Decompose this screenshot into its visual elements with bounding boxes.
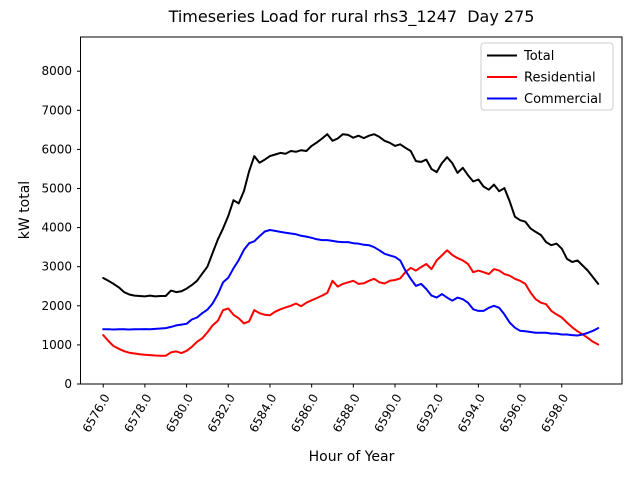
x-tick-label: 6580.0: [163, 392, 196, 435]
y-tick-label: 6000: [41, 142, 72, 156]
y-tick-label: 5000: [41, 182, 72, 196]
series-line-residential: [102, 249, 600, 357]
legend-label-commercial: Commercial: [524, 92, 602, 107]
y-tick-label: 1000: [41, 338, 72, 352]
x-tick-label: 6590.0: [371, 392, 404, 435]
x-tick-label: 6598.0: [538, 392, 571, 435]
y-tick-label: 2000: [41, 299, 72, 313]
x-tick-label: 6578.0: [121, 392, 154, 435]
x-tick-label: 6588.0: [330, 392, 363, 435]
legend-box: [480, 42, 614, 111]
legend: Total Residential Commercial: [480, 42, 614, 111]
x-tick-label: 6584.0: [246, 392, 279, 435]
x-tick-label: 6596.0: [497, 392, 530, 435]
x-axis-label: Hour of Year: [308, 449, 395, 465]
x-tick-label: 6592.0: [413, 392, 446, 435]
y-tick-label: 0: [64, 377, 72, 391]
x-tick-label: 6594.0: [455, 392, 488, 435]
legend-label-total: Total: [523, 49, 554, 64]
y-tick-label: 7000: [41, 103, 72, 117]
series-line-commercial: [102, 229, 600, 337]
y-tick-label: 3000: [41, 260, 72, 274]
legend-label-residential: Residential: [524, 71, 596, 86]
series-line-total: [102, 133, 600, 298]
y-tick-label: 8000: [41, 64, 72, 78]
series-lines: [102, 133, 600, 357]
x-tick-label: 6576.0: [80, 392, 113, 435]
y-tick-label: 4000: [41, 221, 72, 235]
chart-title: Timeseries Load for rural rhs3_1247 Day …: [168, 7, 535, 26]
x-tick-label: 6586.0: [288, 392, 321, 435]
x-tick-label: 6582.0: [205, 392, 238, 435]
